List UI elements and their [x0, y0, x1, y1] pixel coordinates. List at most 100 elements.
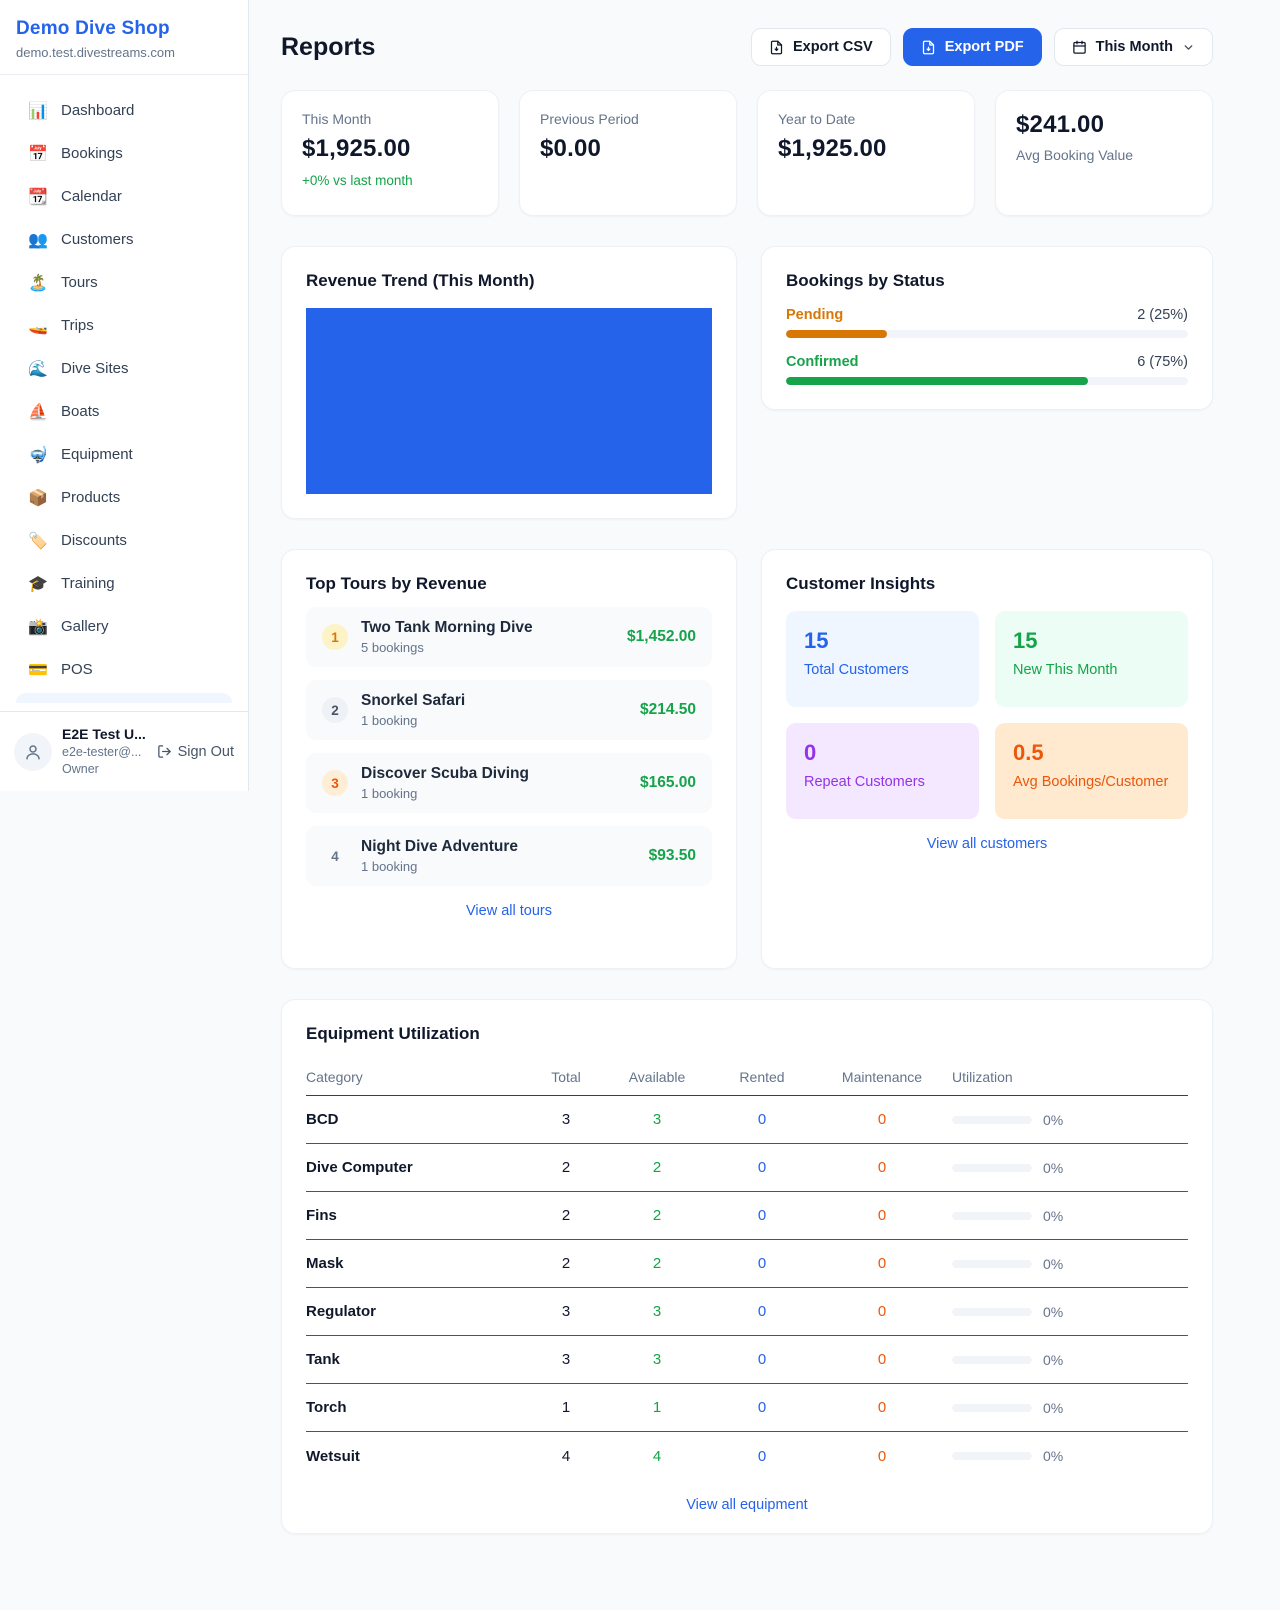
speedboat-icon: 🚤	[28, 317, 48, 335]
table-row: Regulator 3 3 0 0 0%	[306, 1288, 1188, 1336]
status-item-confirmed: Confirmed 6 (75%)	[786, 354, 1188, 385]
view-all-tours-link[interactable]: View all tours	[466, 903, 552, 919]
sidebar-item-boats[interactable]: ⛵ Boats	[12, 390, 236, 433]
period-select[interactable]: This Month	[1053, 28, 1213, 66]
cell-total: 2	[561, 1255, 571, 1272]
insight-tiles: 15 Total Customers 15 New This Month 0 R…	[786, 611, 1188, 819]
sailboat-icon: ⛵	[28, 403, 48, 421]
equipment-utilization-card: Equipment Utilization Category Total Ava…	[281, 999, 1213, 1534]
sidebar-item-discounts[interactable]: 🏷️ Discounts	[12, 519, 236, 562]
main-content: Reports Export CSV Export PDF This Month…	[249, 0, 1280, 1568]
user-email: e2e-tester@...	[62, 745, 142, 760]
export-pdf-label: Export PDF	[944, 39, 1024, 55]
sidebar-item-label: Discounts	[61, 532, 127, 549]
utilization-text: 0%	[1043, 1399, 1064, 1416]
graduation-cap-icon: 🎓	[28, 575, 48, 593]
sign-out-icon	[157, 745, 171, 758]
cell-utilization: 0%	[952, 1256, 1188, 1272]
sign-out-label: Sign Out	[177, 743, 234, 760]
view-all-equipment-link[interactable]: View all equipment	[686, 1497, 808, 1513]
cell-maintenance: 0	[877, 1351, 887, 1368]
tour-revenue: $214.50	[639, 701, 696, 718]
utilization-text: 0%	[1043, 1207, 1064, 1224]
tour-revenue: $93.50	[648, 847, 696, 864]
cell-available: 2	[652, 1159, 662, 1176]
bar-chart-icon: 📊	[28, 102, 48, 120]
tile-total-customers: 15 Total Customers	[786, 611, 979, 707]
cell-category: Fins	[306, 1207, 337, 1224]
stat-delta: +0% vs last month	[302, 173, 413, 188]
export-csv-button[interactable]: Export CSV	[750, 28, 891, 66]
calendar-icon	[1072, 40, 1086, 54]
column-header-total: Total	[551, 1068, 581, 1085]
cell-rented: 0	[757, 1303, 767, 1320]
table-row: Mask 2 2 0 0 0%	[306, 1240, 1188, 1288]
rank-badge: 3	[322, 770, 348, 796]
stat-cards: This Month $1,925.00 +0% vs last month P…	[281, 90, 1213, 216]
camera-icon: 📸	[28, 618, 48, 636]
sidebar-item-trips[interactable]: 🚤 Trips	[12, 304, 236, 347]
status-label: Pending	[786, 307, 844, 323]
status-item-pending: Pending 2 (25%)	[786, 307, 1188, 338]
sidebar-item-bookings[interactable]: 📅 Bookings	[12, 132, 236, 175]
cell-rented: 0	[757, 1399, 767, 1416]
sidebar-item-pos[interactable]: 💳 POS	[12, 648, 236, 691]
sidebar-item-dashboard[interactable]: 📊 Dashboard	[12, 89, 236, 132]
column-header-maintenance: Maintenance	[841, 1068, 923, 1085]
cell-utilization: 0%	[952, 1304, 1188, 1320]
bookings-by-status-card: Bookings by Status Pending 2 (25%) Confi…	[761, 246, 1213, 410]
person-icon	[26, 744, 40, 759]
tour-row: 1 Two Tank Morning Dive 5 bookings $1,45…	[306, 607, 712, 667]
rank-badge: 1	[322, 624, 348, 650]
top-tours-card: Top Tours by Revenue 1 Two Tank Morning …	[281, 549, 737, 969]
sidebar-item-label: POS	[61, 661, 93, 678]
header-actions: Export CSV Export PDF This Month	[750, 28, 1213, 66]
cell-available: 3	[652, 1111, 662, 1128]
status-count: 6 (75%)	[1137, 354, 1188, 370]
page-title: Reports	[281, 32, 376, 61]
sign-out-button[interactable]: Sign Out	[157, 744, 234, 760]
cell-rented: 0	[757, 1111, 767, 1128]
rank-badge: 4	[331, 848, 339, 864]
sidebar-item-equipment[interactable]: 🤿 Equipment	[12, 433, 236, 476]
sidebar-item-products[interactable]: 📦 Products	[12, 476, 236, 519]
sidebar-item-dive-sites[interactable]: 🌊 Dive Sites	[12, 347, 236, 390]
sidebar-item-customers[interactable]: 👥 Customers	[12, 218, 236, 261]
cell-utilization: 0%	[952, 1112, 1188, 1128]
utilization-bar-track	[952, 1259, 1032, 1268]
tour-name: Night Dive Adventure	[361, 838, 519, 855]
top-tours-title: Top Tours by Revenue	[306, 574, 487, 593]
utilization-bar-track	[952, 1403, 1032, 1412]
tile-value: 0	[804, 740, 817, 765]
cell-total: 4	[561, 1447, 571, 1465]
user-name: E2E Test U...	[62, 726, 146, 743]
sidebar-item-training[interactable]: 🎓 Training	[12, 562, 236, 605]
sidebar-item-label: Dashboard	[61, 102, 135, 119]
cell-category: Torch	[306, 1399, 347, 1416]
cell-utilization: 0%	[952, 1400, 1188, 1416]
sidebar-item-gallery[interactable]: 📸 Gallery	[12, 605, 236, 648]
tile-label: Avg Bookings/Customer	[1013, 774, 1169, 790]
cell-maintenance: 0	[877, 1159, 887, 1176]
cell-category: Mask	[306, 1255, 344, 1272]
export-pdf-button[interactable]: Export PDF	[902, 28, 1042, 66]
tile-label: Total Customers	[804, 662, 909, 678]
customer-insights-card: Customer Insights 15 Total Customers 15 …	[761, 549, 1213, 969]
mid-row: Top Tours by Revenue 1 Two Tank Morning …	[281, 549, 1213, 969]
sidebar-item-reports-partial[interactable]	[16, 693, 232, 703]
shop-name: Demo Dive Shop	[16, 18, 170, 39]
table-header-row: Category Total Available Rented Maintena…	[306, 1058, 1188, 1096]
sidebar-item-label: Customers	[61, 231, 134, 248]
cell-available: 3	[652, 1351, 662, 1368]
sidebar-item-calendar[interactable]: 📆 Calendar	[12, 175, 236, 218]
column-header-available: Available	[628, 1068, 686, 1085]
column-header-category: Category	[306, 1068, 363, 1085]
cell-total: 2	[561, 1207, 571, 1224]
revenue-trend-title: Revenue Trend (This Month)	[306, 271, 535, 290]
stat-value: $241.00	[1016, 111, 1105, 138]
view-all-customers-link[interactable]: View all customers	[926, 836, 1048, 852]
cell-utilization: 0%	[952, 1160, 1188, 1176]
sidebar-item-label: Dive Sites	[61, 360, 129, 377]
sidebar-item-tours[interactable]: 🏝️ Tours	[12, 261, 236, 304]
user-section: E2E Test U... e2e-tester@... Owner Sign …	[0, 711, 248, 791]
